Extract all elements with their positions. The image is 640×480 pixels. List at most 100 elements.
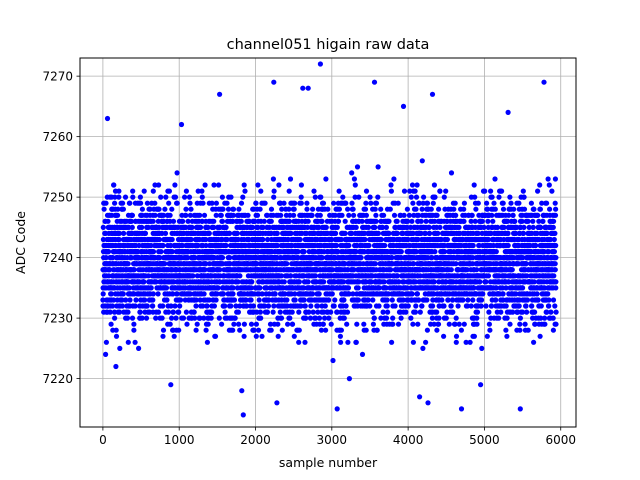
data-point: [141, 279, 147, 285]
data-point: [365, 224, 372, 230]
data-point: [398, 315, 404, 321]
data-point: [220, 206, 226, 212]
data-point: [275, 333, 281, 339]
data-point: [187, 200, 193, 206]
data-point: [195, 242, 201, 249]
data-point: [227, 230, 233, 236]
data-point: [426, 224, 432, 230]
data-point: [468, 303, 474, 309]
data-point: [301, 285, 307, 291]
data-point: [336, 188, 342, 194]
data-point: [359, 351, 366, 357]
data-point: [170, 291, 176, 297]
data-point: [461, 200, 467, 206]
data-point: [230, 218, 236, 224]
data-point: [178, 297, 184, 303]
data-point: [137, 194, 143, 200]
data-point: [195, 188, 201, 194]
data-point: [326, 315, 332, 321]
data-point: [115, 206, 121, 212]
data-point: [469, 212, 475, 218]
data-point: [112, 315, 118, 321]
data-point: [100, 224, 106, 230]
data-point: [356, 279, 362, 285]
data-point: [387, 206, 393, 212]
data-point: [418, 218, 424, 224]
data-point: [253, 200, 259, 206]
data-point: [193, 297, 199, 303]
data-point: [101, 206, 107, 212]
data-point: [127, 297, 133, 303]
data-point: [168, 242, 174, 249]
data-point: [131, 321, 137, 327]
data-point: [451, 206, 457, 212]
data-point: [170, 309, 176, 315]
data-point: [297, 236, 303, 243]
data-point: [261, 218, 267, 224]
data-point: [278, 212, 284, 218]
data-point: [412, 188, 418, 194]
data-point: [424, 327, 430, 333]
data-point: [346, 291, 352, 297]
data-point: [441, 333, 447, 339]
data-point: [234, 230, 240, 236]
data-point: [479, 218, 485, 224]
data-point: [401, 188, 408, 194]
data-point: [409, 182, 416, 188]
data-point: [346, 242, 352, 249]
data-point: [286, 188, 292, 194]
data-point: [200, 303, 206, 309]
data-point: [478, 303, 484, 309]
data-point: [332, 297, 338, 303]
data-point: [152, 200, 158, 206]
data-point: [381, 212, 387, 218]
data-point: [228, 303, 234, 309]
data-point: [142, 230, 148, 236]
data-point: [107, 309, 113, 315]
data-point: [394, 218, 400, 224]
data-point: [249, 279, 255, 285]
data-point: [250, 303, 257, 309]
data-point: [308, 303, 314, 309]
data-point: [370, 309, 376, 315]
data-point: [248, 297, 254, 303]
data-point: [408, 315, 414, 321]
data-point: [275, 321, 281, 327]
data-point: [230, 206, 237, 212]
data-point: [232, 315, 238, 321]
data-point: [157, 255, 163, 261]
data-point: [228, 194, 234, 200]
data-point: [258, 188, 264, 194]
data-point: [307, 315, 313, 321]
data-point: [436, 315, 442, 321]
data-point: [123, 297, 129, 303]
data-point: [161, 212, 167, 218]
data-point: [384, 297, 390, 303]
data-point: [224, 236, 230, 243]
data-point: [349, 230, 355, 236]
data-point: [231, 297, 238, 303]
data-point: [359, 218, 365, 224]
data-point: [197, 212, 203, 218]
data-point: [403, 309, 409, 315]
data-point: [296, 279, 302, 285]
data-point: [465, 297, 471, 303]
data-point: [203, 236, 209, 243]
data-point: [160, 303, 166, 309]
data-point: [423, 218, 429, 224]
data-point: [288, 273, 294, 279]
data-point: [176, 327, 182, 333]
data-point: [304, 200, 310, 206]
data-point: [323, 224, 329, 230]
data-point: [355, 297, 361, 303]
data-point: [310, 309, 316, 315]
data-point: [401, 212, 407, 218]
data-point: [341, 279, 347, 285]
data-point: [121, 230, 127, 236]
data-point: [319, 218, 325, 224]
data-point: [169, 249, 175, 255]
data-point: [257, 309, 263, 315]
data-point: [363, 327, 369, 333]
data-point: [116, 236, 122, 243]
data-point: [363, 212, 369, 218]
